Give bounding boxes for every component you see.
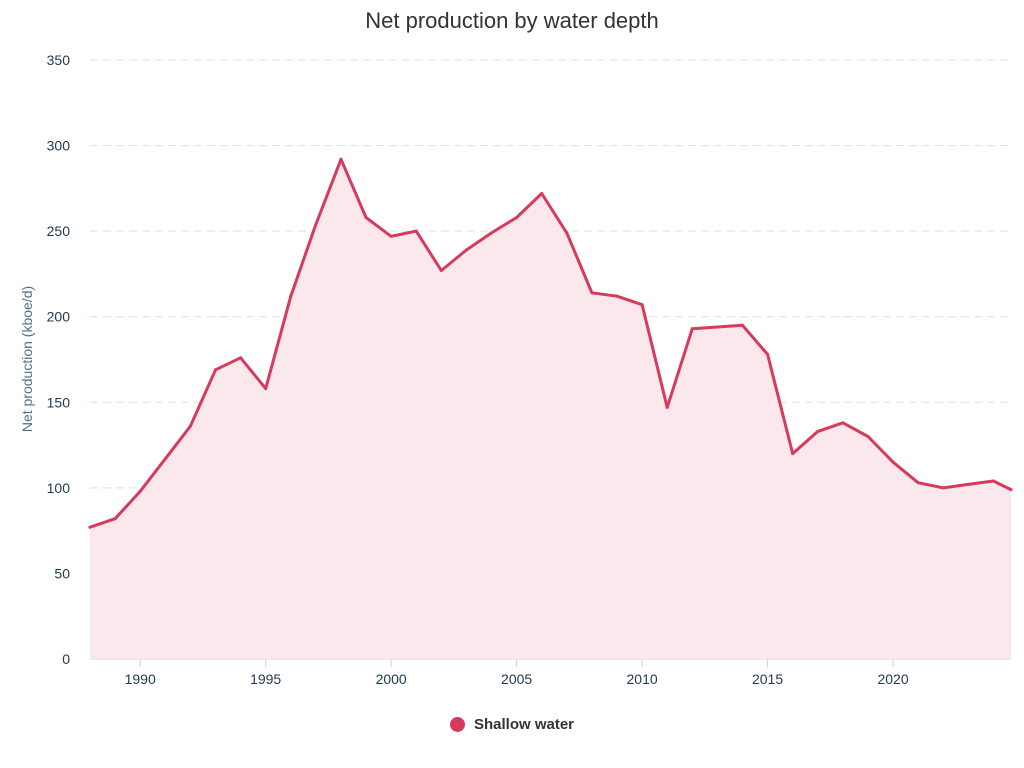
series-layer[interactable] <box>88 157 1013 660</box>
x-tick-label: 1990 <box>125 671 156 687</box>
data-point-2024[interactable] <box>991 479 995 483</box>
data-point-2009[interactable] <box>615 294 619 298</box>
data-point-2006[interactable] <box>540 191 544 195</box>
data-point-1997[interactable] <box>314 222 318 226</box>
data-point-1991[interactable] <box>163 457 167 461</box>
x-tick-label: 2005 <box>501 671 532 687</box>
data-point-2012[interactable] <box>690 327 694 331</box>
data-point-2017[interactable] <box>816 429 820 433</box>
x-tick-label: 2010 <box>627 671 658 687</box>
data-point-1995[interactable] <box>264 387 268 391</box>
legend-marker-icon <box>449 717 465 732</box>
data-point-2003[interactable] <box>464 248 468 252</box>
data-point-2014[interactable] <box>740 323 744 327</box>
y-tick-label: 300 <box>47 138 71 154</box>
legend: Shallow water <box>0 716 1024 736</box>
data-point-2013[interactable] <box>715 325 719 329</box>
data-point-1993[interactable] <box>213 368 217 372</box>
data-point-2000[interactable] <box>389 234 393 238</box>
data-point-2016[interactable] <box>791 452 795 456</box>
chart-title: Net production by water depth <box>365 8 659 33</box>
y-tick-label: 100 <box>47 480 71 496</box>
x-tick-label: 2000 <box>376 671 407 687</box>
data-point-2024.7[interactable] <box>1009 488 1013 492</box>
series-area-fill <box>90 159 1011 660</box>
data-point-2023[interactable] <box>966 482 970 486</box>
data-point-1990[interactable] <box>138 489 142 493</box>
data-point-2004[interactable] <box>490 231 494 235</box>
legend-item-shallow-water[interactable]: Shallow water <box>449 716 575 733</box>
data-point-1996[interactable] <box>289 294 293 298</box>
series-line[interactable] <box>88 157 1013 529</box>
data-point-2008[interactable] <box>590 291 594 295</box>
data-point-2007[interactable] <box>565 231 569 235</box>
y-axis-ticks: 0 50 100 150 200 250 300 350 <box>47 52 71 667</box>
data-point-2019[interactable] <box>866 435 870 439</box>
legend-label: Shallow water <box>473 716 575 733</box>
data-point-2020[interactable] <box>891 460 895 464</box>
data-point-2018[interactable] <box>841 421 845 425</box>
data-point-1989[interactable] <box>113 517 117 521</box>
data-point-1992[interactable] <box>188 424 192 428</box>
y-tick-label: 200 <box>47 309 71 325</box>
data-point-2015[interactable] <box>766 352 770 356</box>
data-point-2001[interactable] <box>414 229 418 233</box>
data-point-2002[interactable] <box>439 269 443 273</box>
data-point-2022[interactable] <box>941 486 945 490</box>
y-tick-label: 0 <box>62 651 70 667</box>
y-tick-label: 50 <box>54 565 70 581</box>
data-point-2011[interactable] <box>665 405 669 409</box>
data-point-1999[interactable] <box>364 215 368 219</box>
data-point-1988[interactable] <box>88 525 92 529</box>
data-point-2021[interactable] <box>916 481 920 485</box>
x-tick-label: 2015 <box>752 671 783 687</box>
x-tick-label: 1995 <box>250 671 281 687</box>
y-axis-title: Net production (kboe/d) <box>19 286 35 432</box>
data-point-1994[interactable] <box>239 356 243 360</box>
y-tick-label: 350 <box>47 52 71 68</box>
y-tick-label: 250 <box>47 223 71 239</box>
x-tick-label: 2020 <box>877 671 908 687</box>
x-axis: 1990 1995 2000 2005 2010 2015 2020 <box>90 658 1011 687</box>
data-point-2005[interactable] <box>515 215 519 219</box>
y-tick-label: 150 <box>47 394 71 410</box>
data-point-1998[interactable] <box>339 157 343 161</box>
data-point-2010[interactable] <box>640 303 644 307</box>
